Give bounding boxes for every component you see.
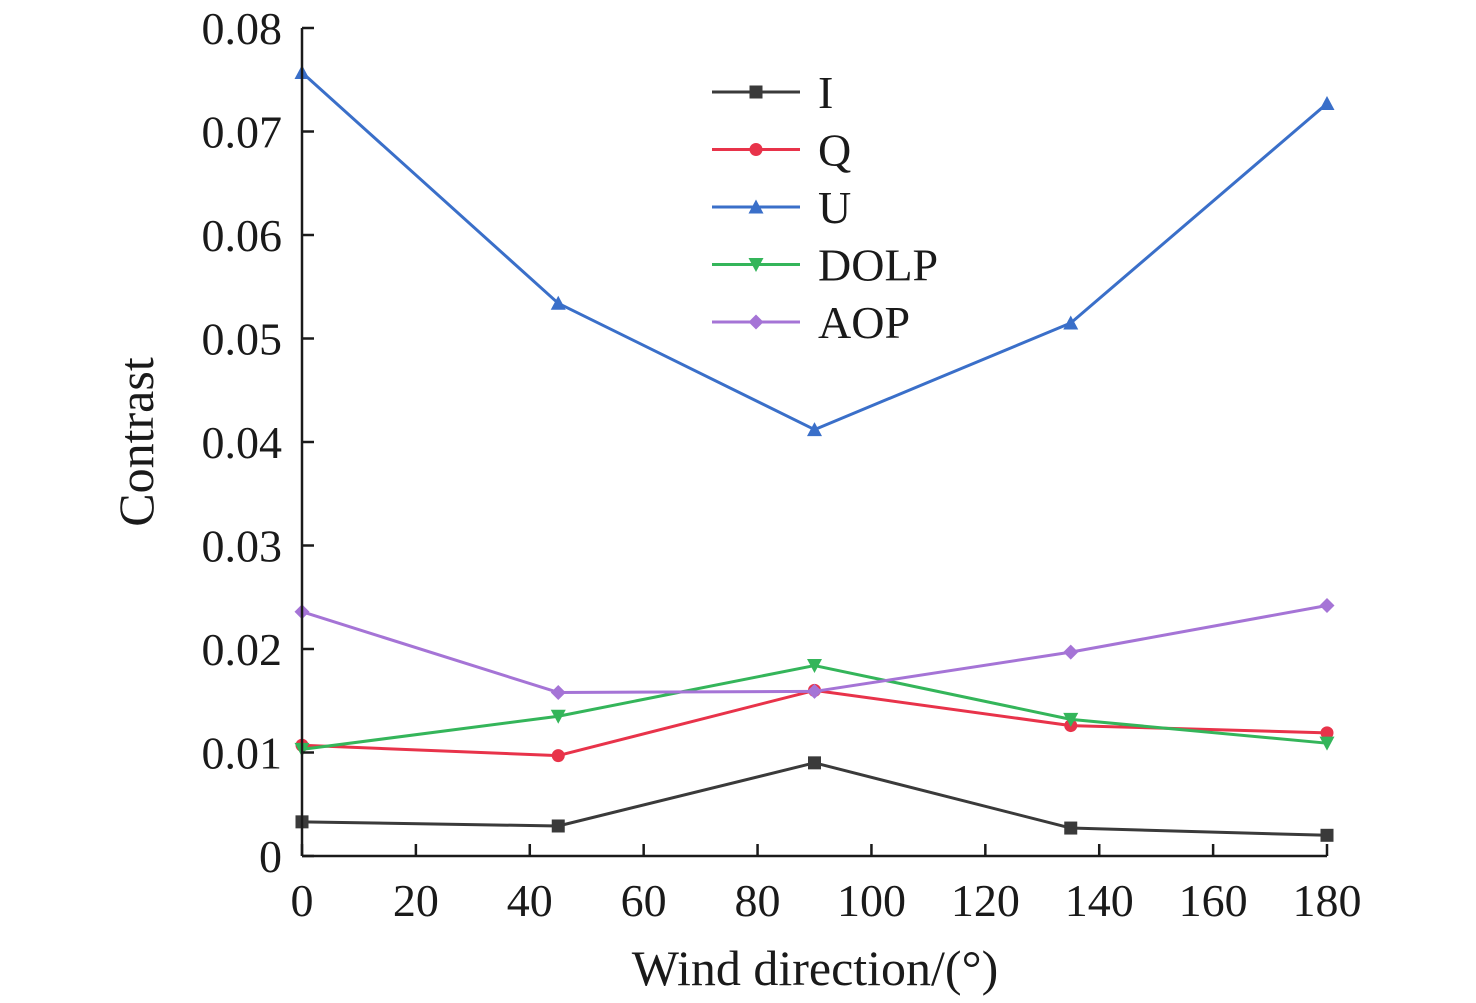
legend-label-aop: AOP (818, 297, 910, 348)
data-point-dolp (1319, 736, 1335, 751)
y-tick-label: 0.03 (202, 521, 283, 572)
y-tick-label: 0.04 (202, 417, 283, 468)
data-point-aop (1319, 598, 1335, 614)
x-axis-title: Wind direction/(°) (632, 940, 998, 996)
series-aop (294, 598, 1335, 700)
y-tick-label: 0.02 (202, 624, 283, 675)
data-point-i (1064, 821, 1078, 835)
y-tick-label: 0.05 (202, 314, 283, 365)
y-tick-label: 0.01 (202, 728, 283, 779)
x-tick-label: 0 (291, 875, 314, 926)
legend-item-q: Q (712, 125, 851, 176)
legend-marker-aop (748, 314, 764, 330)
y-axis-title: Contrast (108, 357, 164, 527)
legend-item-aop: AOP (712, 297, 910, 348)
y-tick-label: 0.08 (202, 3, 283, 54)
y-tick-label: 0 (259, 831, 282, 882)
data-point-u (807, 422, 822, 437)
legend-label-dolp: DOLP (818, 240, 938, 291)
data-point-i (808, 756, 821, 770)
data-point-dolp (807, 659, 822, 674)
x-tick-label: 60 (621, 875, 667, 926)
x-tick-label: 100 (837, 875, 906, 926)
series-dolp (294, 659, 1335, 757)
data-point-dolp (1063, 712, 1079, 727)
series-line-u (300, 71, 1328, 432)
x-tick-label: 140 (1065, 875, 1134, 926)
x-tick-label: 120 (951, 875, 1020, 926)
legend: IQU DOLP AOP (712, 67, 938, 348)
legend-marker-i (749, 85, 763, 99)
data-point-q (1320, 726, 1334, 740)
legend-label-u: U (818, 182, 851, 233)
axes (300, 28, 1327, 858)
legend-marker-dolp (748, 258, 764, 272)
x-tick-label: 40 (507, 875, 553, 926)
data-point-u (1063, 315, 1079, 330)
data-point-i (551, 819, 565, 833)
legend-label-i: I (818, 67, 833, 118)
data-point-dolp (550, 709, 566, 724)
data-point-q (551, 749, 565, 763)
series-i (295, 756, 1334, 842)
y-tick-label: 0.06 (202, 210, 283, 261)
plot-lines (294, 65, 1335, 842)
data-point-i (1320, 828, 1334, 842)
legend-marker-u (748, 199, 764, 214)
series-u (294, 65, 1335, 437)
legend-item-i: I (712, 67, 833, 118)
ticks (300, 26, 1329, 858)
data-point-u (1319, 96, 1335, 111)
series-line-q (301, 688, 1328, 758)
series-line-i (301, 761, 1328, 837)
data-point-aop (807, 683, 822, 699)
data-point-aop (550, 684, 566, 700)
x-tick-label: 20 (393, 875, 439, 926)
legend-marker-q (749, 143, 763, 156)
x-tick-label: 180 (1293, 875, 1362, 926)
legend-label-q: Q (818, 125, 851, 176)
tick-labels: 0 20 40 60 80 100 120 140 160 180 0 0.01 0.02 0.03 0.0… (202, 3, 1362, 926)
data-point-aop (1063, 644, 1079, 660)
x-tick-label: 80 (735, 875, 781, 926)
series-line-aop (301, 604, 1328, 694)
legend-item-dolp: DOLP (712, 240, 938, 291)
x-tick-label: 160 (1179, 875, 1248, 926)
y-tick-label: 0.07 (202, 107, 283, 158)
data-point-u (550, 295, 566, 310)
legend-item-u: U (712, 182, 851, 233)
series-line-dolp (301, 664, 1328, 751)
